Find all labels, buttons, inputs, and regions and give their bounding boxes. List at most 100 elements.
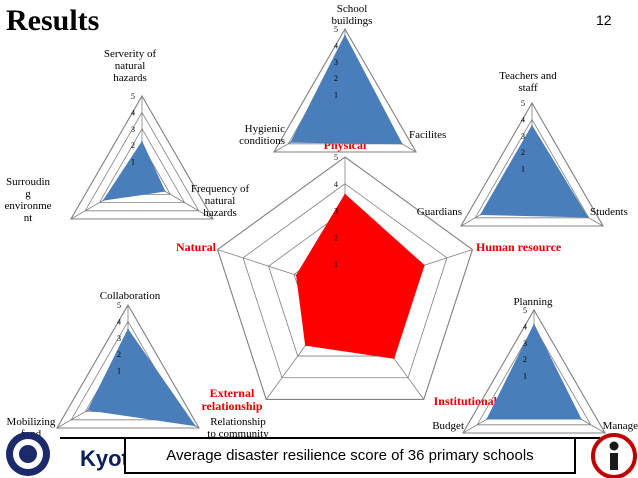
data-point	[102, 199, 105, 201]
axis-label: Serverity of natural hazards	[104, 48, 157, 84]
tick-label: 2	[521, 148, 525, 157]
axis-label-line: hazards	[203, 207, 237, 219]
axis-label-line: natural	[115, 60, 146, 72]
data-point	[193, 424, 196, 427]
tick-label: 2	[117, 350, 121, 359]
tick-label: 4	[131, 108, 135, 117]
tick-label: 1	[521, 165, 525, 174]
axis-label-line: Teachers and	[499, 70, 557, 82]
data-point	[580, 418, 582, 420]
data-point	[486, 418, 488, 420]
axis-label: Budget	[432, 420, 464, 432]
data-point	[533, 323, 535, 326]
axis-label-line: natural	[205, 195, 236, 207]
tick-label: 5	[523, 306, 527, 315]
grid-ring	[84, 111, 200, 212]
data-area-overall	[296, 193, 425, 359]
axis-label: External relationship	[201, 386, 262, 413]
axis-label-line: School	[337, 3, 368, 15]
axis-label: Hygienic conditions	[239, 123, 285, 147]
axis-label-line: Institutional	[434, 394, 498, 408]
grid-ring	[474, 118, 590, 219]
tick-label: 3	[117, 334, 121, 343]
axis-label-line: External	[210, 386, 255, 400]
tick-label: 4	[521, 115, 525, 124]
axis-label-line: Relationship	[210, 416, 266, 428]
axis-label-line: Frequency of	[191, 183, 250, 195]
data-point	[423, 264, 425, 267]
axis-label: Natural	[176, 240, 217, 254]
data-point	[290, 141, 292, 143]
tick-label: 4	[334, 180, 338, 189]
axis-label-line: Students	[590, 206, 628, 218]
axis-label: Teachers and staff	[499, 70, 557, 94]
axis-label-line: Planning	[513, 296, 553, 308]
tick-label: 1	[117, 367, 121, 376]
axis-label: Human resource	[476, 240, 562, 254]
data-point	[141, 141, 143, 143]
grid-ring	[242, 183, 448, 379]
data-point	[586, 216, 589, 218]
tick-label: 5	[334, 153, 338, 162]
axis-label-line: staff	[518, 82, 538, 94]
axis-label-line: Mobilizing	[7, 416, 56, 428]
axis-label-line: relationship	[201, 399, 262, 413]
axis-label: Collaboration	[100, 290, 161, 302]
data-area-human-resource	[480, 124, 589, 218]
chart-caption-text: Average disaster resilience score of 36 …	[166, 447, 534, 464]
tick-label: 5	[117, 301, 121, 310]
data-area-natural	[102, 140, 166, 201]
tick-label: 5	[131, 92, 135, 101]
data-point	[87, 409, 90, 411]
axis-label: Institutional	[434, 394, 498, 408]
grid-ring	[462, 308, 606, 434]
grid-ring	[460, 101, 604, 227]
data-point	[344, 193, 346, 196]
tick-label: 2	[131, 141, 135, 150]
data-area-institutional	[486, 323, 582, 420]
tick-label: 2	[523, 355, 527, 364]
axis-label-line: nt	[24, 212, 33, 224]
tick-label: 4	[334, 41, 338, 50]
tick-label: 4	[117, 317, 121, 326]
axis-label-line: conditions	[239, 135, 285, 147]
slide-title: Results	[6, 4, 100, 37]
data-point	[295, 274, 298, 277]
grid-ring	[273, 27, 417, 153]
tick-label: 3	[523, 339, 527, 348]
tick-label: 3	[334, 207, 338, 216]
tick-label: 1	[523, 372, 527, 381]
grid-ring	[216, 156, 474, 400]
grid-ring	[98, 128, 186, 204]
axis-label: Planning	[513, 296, 553, 308]
axis-label: Surroudin g environme nt	[4, 176, 51, 224]
tick-label: 2	[334, 233, 338, 242]
data-point	[127, 328, 129, 331]
tick-label: 1	[334, 91, 338, 100]
tick-label: 4	[523, 322, 527, 331]
data-area-physical	[290, 34, 403, 145]
axis-label-line: Facilites	[409, 129, 446, 141]
data-area-external-relationship	[87, 328, 196, 427]
data-point	[163, 190, 166, 192]
tick-label: 2	[334, 74, 338, 83]
axis-label: Manage	[603, 420, 638, 432]
tick-label: 5	[334, 25, 338, 34]
axis-label: Guardians	[417, 206, 462, 218]
axis-label: School buildings	[332, 3, 373, 27]
data-point	[531, 125, 533, 127]
chart-caption: Average disaster resilience score of 36 …	[124, 437, 576, 474]
axis-label: Facilites	[409, 129, 446, 141]
page-number: 12	[596, 12, 612, 28]
axis-label-line: Collaboration	[100, 290, 161, 302]
axis-label-line: Surroudin	[6, 176, 51, 188]
info-logo-icon	[591, 433, 637, 478]
tick-label: 3	[334, 58, 338, 67]
